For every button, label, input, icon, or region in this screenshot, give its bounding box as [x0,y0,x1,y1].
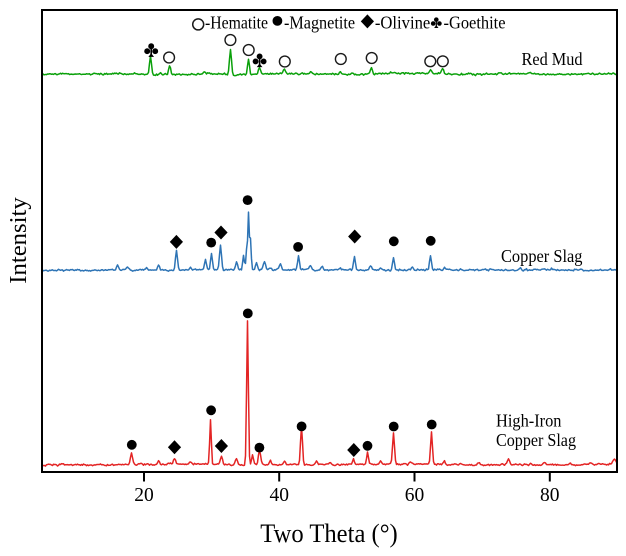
svg-text:Copper Slag: Copper Slag [501,246,583,266]
svg-text:20: 20 [134,485,154,506]
svg-text:Copper Slag: Copper Slag [496,430,576,450]
svg-text:80: 80 [540,485,560,506]
svg-text:-Magnetite: -Magnetite [284,12,355,32]
svg-text:-Hematite: -Hematite [205,12,268,32]
svg-text:Red Mud: Red Mud [522,49,583,69]
svg-text:40: 40 [269,485,289,506]
svg-text:-Olivine: -Olivine [375,12,431,32]
svg-text:High-Iron: High-Iron [496,411,562,431]
svg-text:Two Theta (°): Two Theta (°) [260,519,398,548]
svg-text:-Goethite: -Goethite [444,12,506,32]
svg-text:Intensity: Intensity [6,197,32,284]
svg-text:60: 60 [405,485,425,506]
